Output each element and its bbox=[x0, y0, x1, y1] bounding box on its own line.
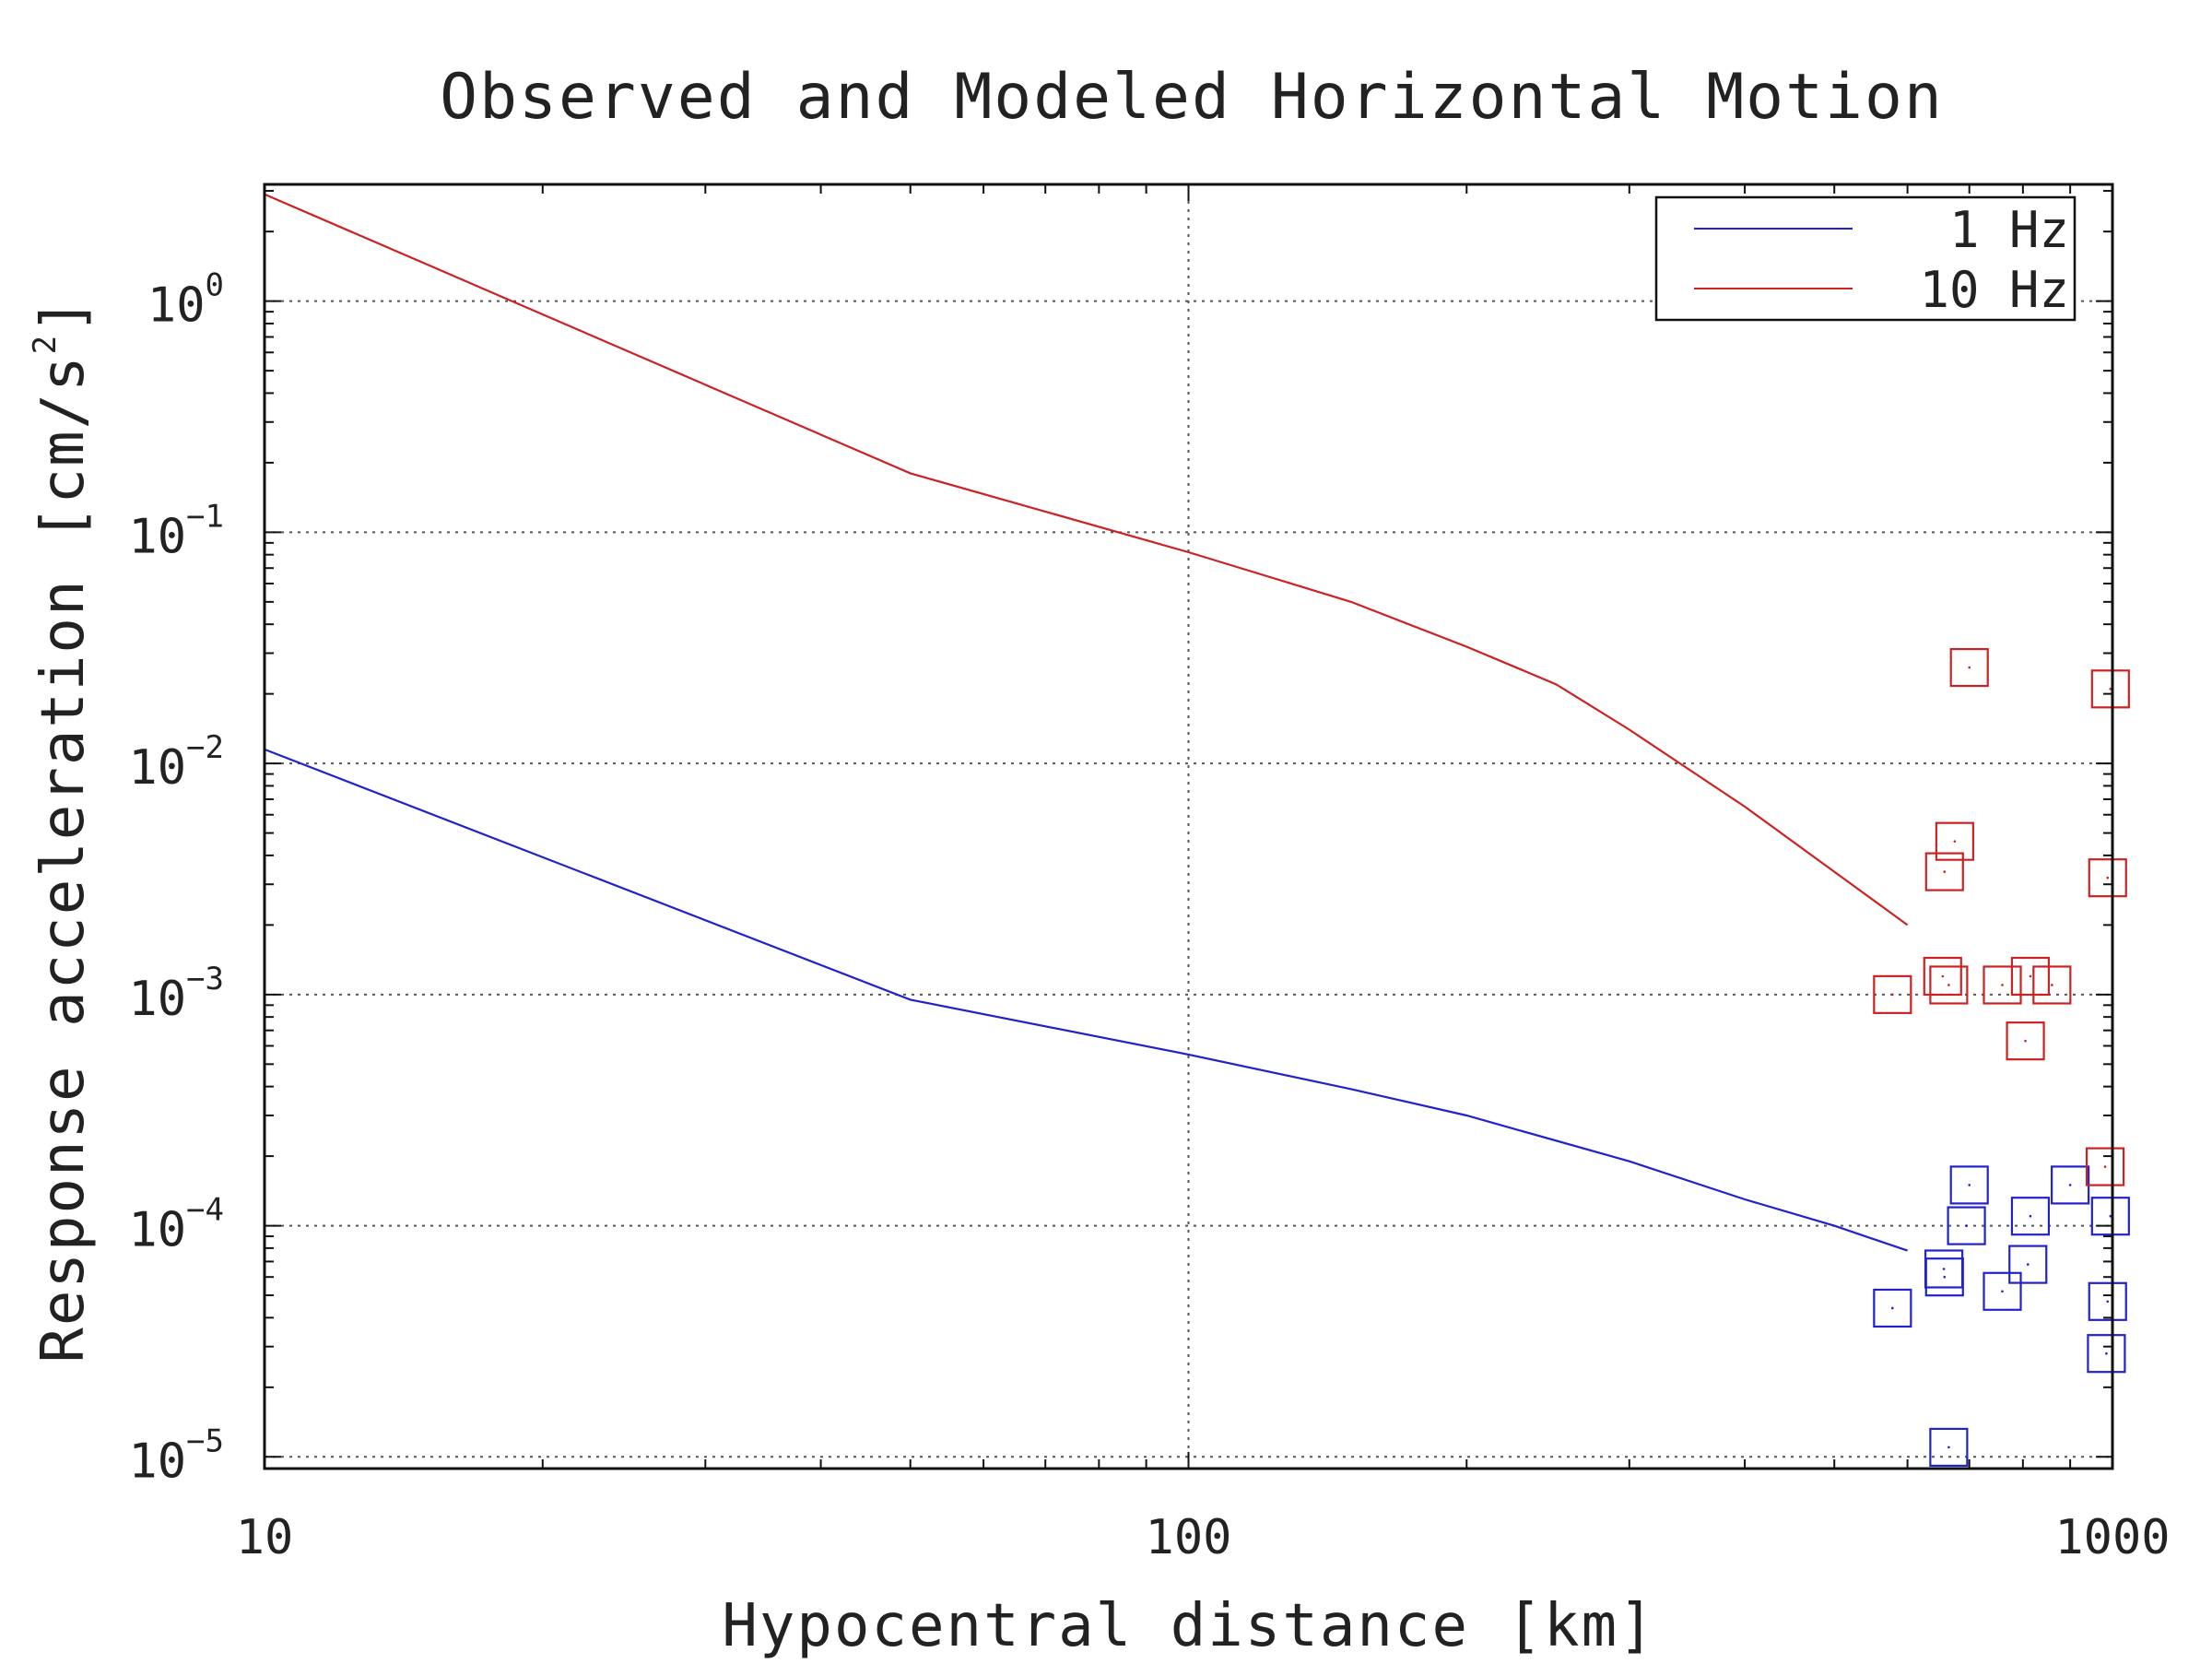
legend-label-1hz: 1 Hz bbox=[1949, 201, 2069, 259]
observed-point-center-1hz bbox=[2068, 1184, 2072, 1186]
legend-label-10hz: 10 Hz bbox=[1919, 261, 2069, 319]
observed-point-center-10hz bbox=[1941, 974, 1945, 978]
observed-point-center-10hz bbox=[2103, 1165, 2107, 1168]
observed-point-center-10hz bbox=[1953, 840, 1957, 843]
observed-point-center-10hz bbox=[2109, 688, 2112, 690]
observed-point-10hz bbox=[2006, 1021, 2045, 1061]
observed-point-center-1hz bbox=[2106, 1300, 2110, 1304]
observed-point-1hz bbox=[2010, 1197, 2051, 1236]
observed-point-center-1hz bbox=[2029, 1214, 2032, 1218]
grid-lines bbox=[265, 184, 2112, 1469]
observed-point-10hz bbox=[2032, 965, 2072, 1005]
series-line-10hz bbox=[264, 193, 1909, 926]
observed-point-10hz bbox=[2088, 858, 2127, 898]
observed-point-center-10hz bbox=[2024, 1039, 2027, 1043]
observed-point-10hz bbox=[1929, 965, 1969, 1005]
y-tick-label: 10−3 bbox=[128, 961, 224, 1027]
observed-point-center-1hz bbox=[1942, 1268, 1946, 1270]
observed-point-center-1hz bbox=[1891, 1306, 1894, 1310]
legend: 1 Hz 10 Hz bbox=[1654, 195, 2077, 322]
observed-point-center-1hz bbox=[1943, 1275, 1947, 1279]
x-tick-label: 100 bbox=[1146, 1510, 1232, 1565]
y-axis-label-main: Response acceleration [cm/s bbox=[29, 354, 98, 1363]
y-tick-label: 10−5 bbox=[128, 1422, 224, 1489]
observed-point-center-1hz bbox=[1965, 1224, 1968, 1227]
x-tick-labels: 10 100 1000 bbox=[236, 1510, 2171, 1565]
observed-point-1hz bbox=[1929, 1427, 1969, 1468]
observed-point-10hz bbox=[1923, 956, 1962, 997]
model-lines bbox=[264, 193, 1909, 1252]
observed-point-center-10hz bbox=[1891, 993, 1894, 997]
observed-point-center-10hz bbox=[2051, 984, 2053, 986]
observed-point-10hz bbox=[2010, 956, 2051, 997]
observed-point-center-10hz bbox=[1947, 984, 1950, 986]
observed-point-10hz bbox=[1873, 974, 1912, 1014]
observed-point-center-10hz bbox=[2106, 876, 2110, 879]
observed-point-10hz bbox=[1983, 965, 2022, 1005]
observed-point-10hz bbox=[2085, 1147, 2125, 1186]
observed-point-1hz bbox=[2090, 1197, 2130, 1236]
y-axis-label-end: ] bbox=[29, 296, 98, 334]
observed-point-10hz bbox=[1935, 821, 1974, 861]
x-tick-label: 1000 bbox=[2054, 1510, 2170, 1565]
plot-frame bbox=[263, 183, 2114, 1470]
observed-point-center-1hz bbox=[1947, 1446, 1950, 1449]
observed-point-1hz bbox=[1924, 1257, 1964, 1297]
y-tick-label: 10−4 bbox=[128, 1192, 224, 1258]
observed-point-center-1hz bbox=[2105, 1351, 2108, 1355]
x-axis-label: Hypocentral distance [km] bbox=[722, 1592, 1655, 1659]
x-tick-label: 10 bbox=[236, 1510, 294, 1565]
legend-box bbox=[1654, 195, 2077, 322]
observed-point-center-1hz bbox=[2109, 1214, 2112, 1218]
observed-point-10hz bbox=[2090, 669, 2130, 709]
observed-point-1hz bbox=[1949, 1165, 1989, 1205]
observed-point-10hz bbox=[1924, 852, 1964, 891]
observed-point-1hz bbox=[1947, 1206, 1986, 1245]
y-axis-label-superscript: 2 bbox=[27, 334, 64, 354]
observed-point-1hz bbox=[1873, 1288, 1912, 1328]
observed-point-10hz bbox=[1949, 647, 1989, 688]
y-tick-label: 100 bbox=[147, 267, 224, 334]
y-tick-label: 10−2 bbox=[128, 729, 224, 796]
series-line-1hz bbox=[264, 748, 1908, 1252]
y-tick-labels: 100 10−1 10−2 10−3 10−4 10−5 bbox=[128, 267, 224, 1490]
observed-markers bbox=[1873, 647, 2130, 1468]
observed-point-1hz bbox=[2088, 1281, 2127, 1321]
observed-point-1hz bbox=[1983, 1271, 2022, 1311]
observed-point-center-10hz bbox=[1968, 666, 1971, 669]
y-axis-label: Response acceleration [cm/s2] bbox=[27, 296, 98, 1363]
observed-point-1hz bbox=[2087, 1334, 2126, 1374]
observed-point-center-1hz bbox=[1968, 1184, 1971, 1186]
chart-title: Observed and Modeled Horizontal Motion bbox=[440, 61, 1944, 134]
observed-point-center-10hz bbox=[2001, 984, 2004, 986]
observed-point-1hz bbox=[2008, 1245, 2048, 1284]
observed-point-center-1hz bbox=[2026, 1263, 2030, 1266]
observed-point-center-10hz bbox=[1943, 870, 1947, 873]
y-tick-label: 10−1 bbox=[128, 498, 224, 564]
observed-point-center-1hz bbox=[2001, 1290, 2004, 1293]
observed-point-center-10hz bbox=[2029, 974, 2032, 978]
